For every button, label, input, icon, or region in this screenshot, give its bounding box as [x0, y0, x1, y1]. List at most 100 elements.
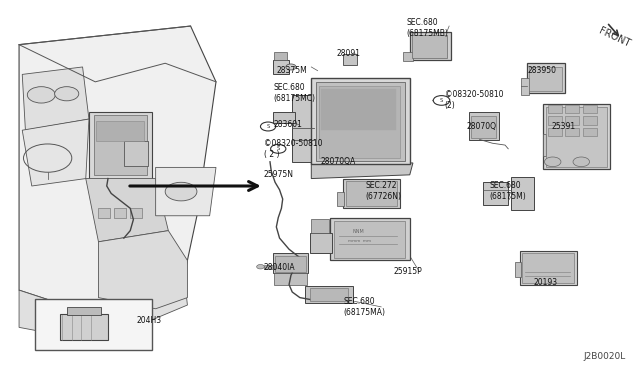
Bar — [273, 60, 289, 74]
Circle shape — [260, 122, 276, 131]
Text: SEC.680
(68175MA): SEC.680 (68175MA) — [343, 297, 385, 317]
Bar — [469, 112, 499, 140]
Bar — [520, 251, 577, 285]
Bar — [305, 286, 353, 303]
Circle shape — [573, 157, 589, 167]
Bar — [316, 82, 404, 161]
Polygon shape — [19, 275, 188, 342]
Bar — [130, 208, 141, 218]
Text: ©08320-50810
(2): ©08320-50810 (2) — [445, 90, 503, 110]
Bar — [548, 105, 561, 113]
Bar — [565, 105, 579, 113]
Bar — [311, 219, 329, 232]
Text: 25391: 25391 — [552, 122, 575, 131]
Text: J2B0020L: J2B0020L — [584, 352, 626, 361]
Polygon shape — [156, 167, 216, 216]
Text: SEC.680
(68175M): SEC.680 (68175M) — [489, 181, 526, 201]
Text: S: S — [440, 98, 444, 103]
Bar — [310, 232, 332, 253]
Text: 28040IA: 28040IA — [264, 263, 295, 272]
Bar — [410, 32, 451, 60]
Text: 283601: 283601 — [273, 120, 302, 129]
Bar — [543, 134, 546, 156]
Bar — [60, 314, 108, 340]
Bar — [548, 128, 561, 136]
Bar — [275, 256, 305, 272]
Bar — [89, 112, 152, 179]
Text: SEC.680
(68175MC): SEC.680 (68175MC) — [273, 83, 315, 103]
Bar — [94, 115, 147, 175]
Polygon shape — [311, 163, 413, 179]
Bar — [521, 78, 529, 95]
Polygon shape — [99, 231, 188, 309]
Bar — [334, 221, 405, 258]
Text: SEC.680
(68175MB): SEC.680 (68175MB) — [406, 18, 449, 38]
Text: 204H3: 204H3 — [136, 316, 162, 325]
Bar — [583, 105, 597, 113]
Bar — [67, 307, 101, 315]
Circle shape — [165, 182, 197, 201]
Polygon shape — [22, 67, 89, 130]
Bar — [275, 52, 287, 60]
Bar — [96, 121, 143, 141]
Bar — [527, 63, 565, 93]
Bar — [310, 288, 348, 301]
Text: ©08320-50810
( 2 ): ©08320-50810 ( 2 ) — [264, 139, 322, 159]
Bar — [273, 253, 308, 273]
Bar — [522, 253, 574, 283]
Bar — [515, 262, 521, 277]
Bar — [115, 208, 126, 218]
Bar — [321, 89, 396, 130]
Bar — [511, 177, 534, 210]
Bar — [343, 179, 400, 208]
Circle shape — [257, 264, 264, 269]
Circle shape — [545, 157, 561, 167]
Bar — [565, 128, 579, 136]
Bar — [403, 52, 413, 61]
Bar — [124, 141, 148, 166]
Bar — [35, 299, 152, 350]
Bar — [583, 116, 597, 125]
Bar — [264, 265, 275, 269]
Text: FRONT: FRONT — [597, 26, 632, 49]
Bar — [583, 128, 597, 136]
Polygon shape — [22, 119, 89, 186]
Text: NNM: NNM — [353, 229, 364, 234]
Text: mmm  mm: mmm mm — [348, 239, 371, 243]
Text: 25975N: 25975N — [264, 170, 294, 179]
Bar — [412, 35, 447, 58]
Bar — [548, 116, 561, 125]
Circle shape — [54, 87, 79, 101]
Text: 283950: 283950 — [527, 66, 556, 75]
Bar — [546, 107, 607, 167]
Bar — [472, 116, 495, 138]
Bar — [311, 78, 410, 164]
Bar — [275, 273, 307, 285]
Bar — [319, 86, 400, 158]
Bar — [337, 192, 344, 206]
Bar — [99, 208, 110, 218]
Bar — [346, 181, 397, 206]
Text: S: S — [276, 146, 280, 151]
Bar — [343, 54, 357, 65]
Circle shape — [271, 144, 286, 153]
Text: S: S — [266, 124, 270, 129]
Text: 28375M: 28375M — [276, 66, 307, 75]
Text: 20193: 20193 — [534, 278, 558, 287]
Circle shape — [433, 96, 450, 105]
Bar — [543, 104, 610, 169]
Text: 28070Q: 28070Q — [467, 122, 497, 131]
Bar — [529, 67, 562, 91]
Bar — [292, 95, 314, 162]
Text: 25915P: 25915P — [394, 267, 422, 276]
Text: 28091: 28091 — [337, 49, 361, 58]
Bar — [483, 182, 508, 205]
Polygon shape — [19, 26, 216, 316]
Bar — [330, 218, 410, 260]
Bar — [273, 112, 296, 123]
Text: 28070QA: 28070QA — [321, 157, 356, 166]
Bar — [565, 116, 579, 125]
Polygon shape — [86, 179, 168, 242]
Circle shape — [286, 64, 296, 70]
Circle shape — [28, 87, 55, 103]
